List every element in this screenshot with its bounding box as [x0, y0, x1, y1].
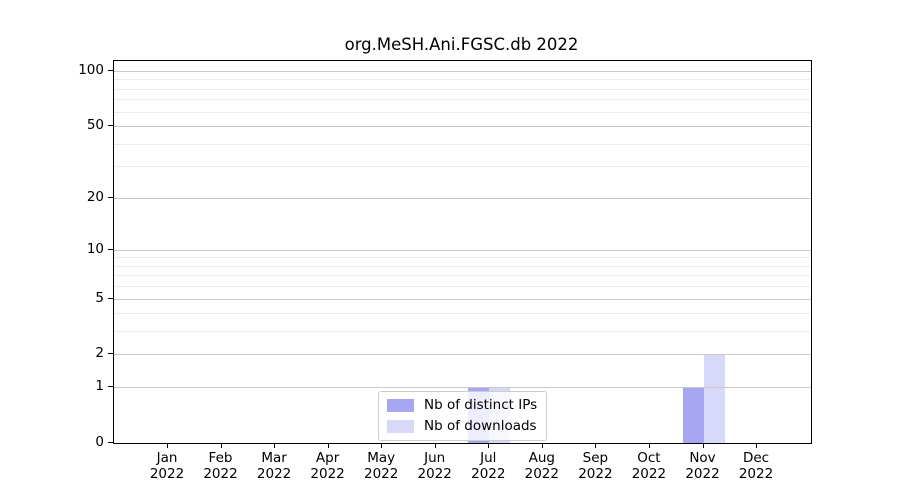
x-tick-label: Jun 2022: [417, 450, 452, 482]
y-tick-mark: [108, 353, 113, 355]
minor-gridline: [114, 257, 811, 259]
x-tick-mark: [648, 443, 650, 448]
y-tick-mark: [108, 297, 113, 299]
major-gridline: [114, 387, 811, 389]
y-tick-label: 50: [86, 117, 104, 134]
minor-gridline: [114, 111, 811, 113]
minor-gridline: [114, 166, 811, 168]
y-tick-label: 100: [78, 62, 104, 78]
y-tick-label: 20: [86, 188, 104, 205]
x-tick-mark: [541, 443, 543, 448]
y-tick-mark: [108, 248, 113, 250]
x-tick-label: Nov 2022: [685, 450, 720, 482]
x-tick-mark: [595, 443, 597, 448]
y-tick-mark: [108, 442, 113, 443]
legend-label-distinct-ips: Nb of distinct IPs: [424, 397, 538, 413]
plot-area: Nb of distinct IPs Nb of downloads: [113, 60, 812, 444]
x-tick-mark: [434, 443, 436, 448]
x-tick-mark: [756, 443, 757, 448]
minor-gridline: [114, 143, 811, 145]
x-tick-label: Sep 2022: [578, 450, 613, 482]
y-tick-mark: [108, 70, 113, 71]
x-tick-label: Jul 2022: [471, 450, 506, 482]
x-tick-mark: [220, 443, 222, 448]
legend-item-downloads: Nb of downloads: [387, 418, 537, 435]
legend: Nb of distinct IPs Nb of downloads: [378, 391, 548, 441]
legend-swatch-downloads: [387, 420, 414, 433]
y-tick-mark: [108, 125, 113, 127]
y-tick-label: 5: [95, 289, 104, 306]
minor-gridline: [114, 265, 811, 267]
major-gridline: [114, 197, 811, 199]
y-tick-mark: [108, 386, 113, 388]
x-tick-label: Dec 2022: [738, 450, 774, 482]
y-tick-label: 1: [95, 378, 104, 395]
x-tick-mark: [488, 443, 490, 448]
legend-swatch-distinct-ips: [387, 399, 414, 412]
grid-layer: [114, 61, 811, 443]
y-tick-label: 0: [95, 434, 104, 450]
x-tick-label: Feb 2022: [203, 450, 238, 482]
x-tick-label: Oct 2022: [631, 450, 667, 482]
x-tick-mark: [381, 443, 383, 448]
x-tick-mark: [327, 443, 329, 448]
minor-gridline: [114, 99, 811, 101]
chart-title: org.MeSH.Ani.FGSC.db 2022: [344, 35, 579, 54]
legend-item-distinct-ips: Nb of distinct IPs: [387, 397, 537, 414]
bar-distinct-ips: [682, 387, 704, 443]
minor-gridline: [114, 275, 811, 277]
major-gridline: [114, 249, 811, 251]
minor-gridline: [114, 286, 811, 288]
minor-gridline: [114, 79, 811, 81]
major-gridline: [114, 71, 811, 72]
y-tick-label: 10: [86, 240, 104, 257]
x-tick-label: Jan 2022: [149, 450, 185, 482]
major-gridline: [114, 298, 811, 300]
y-tick-mark: [108, 196, 113, 198]
minor-gridline: [114, 313, 811, 315]
major-gridline: [114, 126, 811, 128]
bar-downloads: [703, 354, 725, 443]
x-tick-mark: [167, 443, 168, 448]
x-tick-label: May 2022: [364, 450, 399, 482]
y-tick-label: 2: [95, 345, 104, 362]
minor-gridline: [114, 331, 811, 333]
legend-label-downloads: Nb of downloads: [424, 418, 537, 434]
minor-gridline: [114, 88, 811, 90]
x-tick-mark: [274, 443, 276, 448]
x-tick-label: Mar 2022: [256, 450, 292, 482]
major-gridline: [114, 354, 811, 356]
x-tick-label: Aug 2022: [524, 450, 559, 482]
x-tick-mark: [702, 443, 704, 448]
x-tick-label: Apr 2022: [310, 450, 345, 482]
